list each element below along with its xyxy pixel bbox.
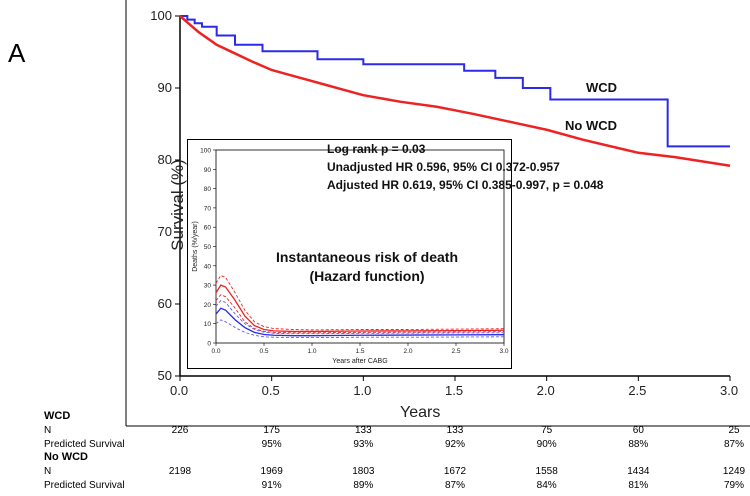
risk-table-n-cell: 1803 [352, 466, 375, 477]
inset-y-tick-label: 0 [207, 341, 211, 348]
inset-x-axis-label: Years after CABG [332, 358, 387, 365]
inset-y-tick-label: 10 [204, 321, 212, 328]
inset-x-tick-label: 1.5 [355, 348, 364, 355]
y-tick-label: 60 [157, 296, 172, 311]
inset-y-tick-label: 50 [204, 244, 212, 251]
panel-label: A [8, 38, 26, 68]
risk-table-predicted-survival-cell: 81% [628, 480, 649, 491]
no-wcd-series-label: No WCD [565, 118, 617, 133]
x-tick-label: 3.0 [720, 383, 739, 398]
risk-table-predicted-survival-cell: 87% [723, 439, 744, 450]
inset-x-tick-label: 0.5 [259, 348, 268, 355]
unadjusted-hr-text: Unadjusted HR 0.596, 95% CI 0.372-0.957 [327, 160, 560, 174]
inset-y-tick-label: 100 [200, 148, 211, 155]
risk-table-n-cell: 175 [263, 425, 280, 436]
y-tick-label: 70 [157, 224, 172, 239]
risk-table-predicted-survival-cell: 90% [536, 439, 557, 450]
inset-x-tick-label: 2.5 [451, 348, 460, 355]
inset-hazard-line-4 [215, 299, 505, 335]
inset-y-axis-label: Deaths (%/year) [192, 221, 199, 272]
risk-table-predicted-survival-cell: 87% [444, 480, 465, 491]
x-tick-label: 0.0 [170, 383, 189, 398]
x-tick-label: 2.0 [536, 383, 555, 398]
risk-table-n-cell: 60 [632, 425, 644, 436]
inset-title-line2: (Hazard function) [309, 268, 425, 284]
log-rank-text: Log rank p = 0.03 [327, 142, 426, 156]
inset-y-tick-label: 30 [204, 283, 212, 290]
risk-table-n-cell: 1434 [627, 466, 650, 477]
risk-table-n-cell: 1672 [443, 466, 467, 477]
adjusted-hr-text: Adjusted HR 0.619, 95% CI 0.385-0.997, p… [327, 178, 604, 192]
y-tick-label: 80 [157, 152, 172, 167]
x-tick-label: 1.5 [445, 383, 464, 398]
inset-hazard-line-1 [215, 274, 505, 331]
inset-x-tick-label: 2.0 [403, 348, 412, 355]
inset-y-tick-label: 20 [204, 302, 212, 309]
inset-hazard-line-0 [215, 284, 505, 333]
inset-hazard-line-5 [215, 319, 505, 339]
risk-table-predicted-survival-cell: 79% [723, 480, 744, 491]
inset-y-tick-label: 40 [204, 263, 212, 270]
risk-table-n-cell: 226 [171, 425, 189, 436]
risk-table-n-cell: 75 [541, 425, 553, 436]
risk-table-predicted-survival-cell: 92% [444, 439, 465, 450]
x-tick-label: 0.5 [261, 383, 280, 398]
inset-x-tick-label: 3.0 [499, 348, 508, 355]
x-tick-label: 2.5 [628, 383, 647, 398]
risk-table-predicted-survival-label: Predicted Survival [44, 480, 125, 491]
inset-hazard-line-3 [215, 307, 505, 337]
risk-table-n-cell: 2198 [168, 466, 192, 477]
inset-hazard-line-2 [215, 294, 505, 334]
risk-table-predicted-survival-cell: 91% [261, 480, 282, 491]
risk-table-n-cell: 1249 [722, 466, 746, 477]
risk-table-n-label: N [44, 425, 52, 436]
wcd-survival-line [180, 15, 730, 148]
no-wcd-survival-line [179, 15, 731, 167]
risk-table-predicted-survival-cell: 84% [536, 480, 557, 491]
risk-table-predicted-survival-cell: 95% [261, 439, 282, 450]
inset-y-tick-label: 80 [204, 186, 212, 193]
risk-table-predicted-survival-label: Predicted Survival [44, 439, 125, 450]
inset-title-line1: Instantaneous risk of death [275, 249, 459, 265]
inset-x-tick-label: 1.0 [307, 348, 316, 355]
risk-table-n-cell: 1969 [260, 466, 283, 477]
x-tick-label: 1.0 [353, 383, 372, 398]
wcd-series-label: WCD [586, 80, 618, 95]
x-axis-label: Years [400, 404, 441, 421]
inset-y-tick-label: 90 [204, 167, 212, 174]
risk-table-n-cell: 133 [446, 425, 464, 436]
inset-hazard-panel: 0 10 20 30 40 50 60 70 80 90 100 0.0 0.5 1.0 1.5 2.0 2.5… [187, 139, 512, 369]
risk-table-predicted-survival-cell: 88% [628, 439, 649, 450]
y-tick-label: 90 [157, 80, 172, 95]
y-tick-label: 100 [150, 8, 172, 23]
inset-y-tick-label: 60 [204, 225, 212, 232]
risk-table-n-label: N [44, 466, 52, 477]
y-tick-label: 50 [157, 368, 172, 383]
inset-y-tick-label: 70 [204, 205, 212, 212]
risk-table-group-name: WCD [44, 410, 71, 422]
risk-table-predicted-survival-cell: 89% [353, 480, 374, 491]
hazard-chart: 0 10 20 30 40 50 60 70 80 90 100 0.0 0.5 1.0 1.5 2.0 2.5… [192, 148, 509, 366]
risk-table-predicted-survival-cell: 93% [353, 439, 374, 450]
risk-table-group-name: No WCD [44, 451, 88, 463]
risk-table-n-cell: 25 [728, 425, 740, 436]
risk-table-n-cell: 1558 [535, 466, 558, 477]
risk-table-n-cell: 133 [354, 425, 372, 436]
inset-title: Instantaneous risk of death (Hazard func… [247, 248, 487, 286]
stats-annotation: Log rank p = 0.03 Unadjusted HR 0.596, 9… [327, 140, 603, 194]
inset-x-tick-label: 0.0 [211, 348, 220, 355]
